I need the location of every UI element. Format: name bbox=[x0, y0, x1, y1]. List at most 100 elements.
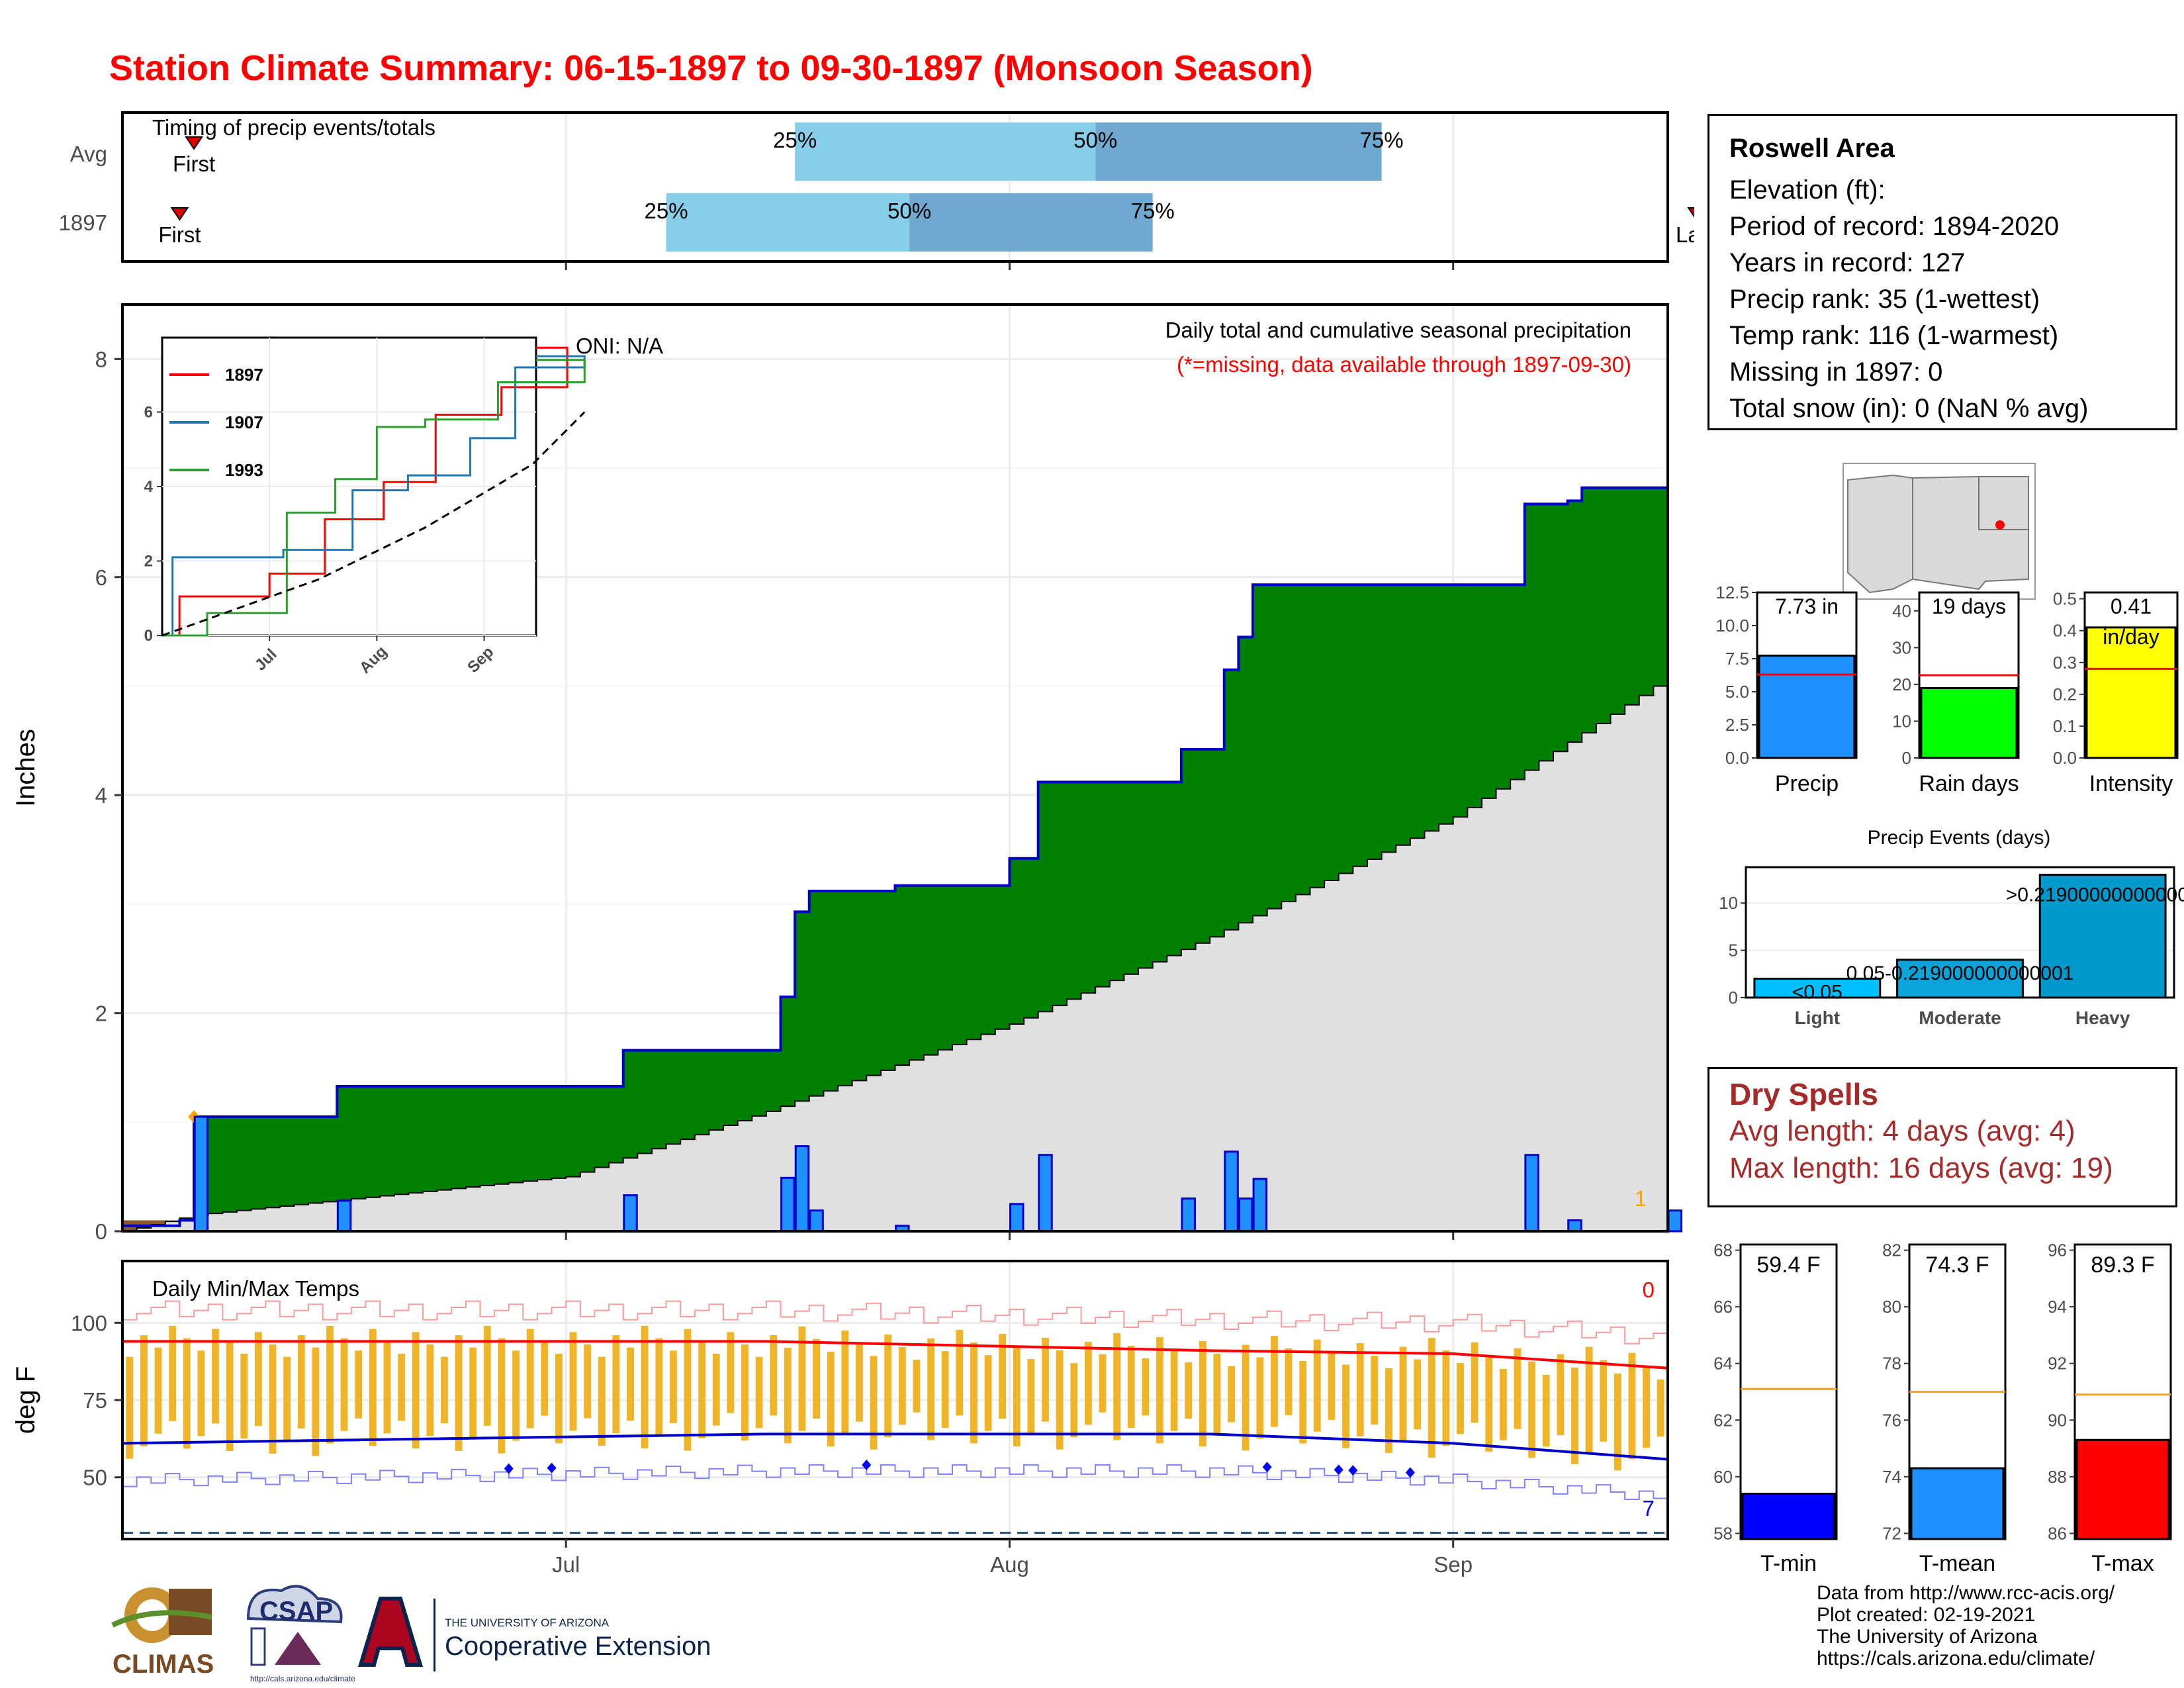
daily-temp-bar bbox=[627, 1347, 634, 1421]
mini-bar-y-tick-label: 5.0 bbox=[1725, 682, 1749, 702]
daily-temp-bar bbox=[1485, 1355, 1493, 1452]
climatology-cumulative-area bbox=[122, 677, 1668, 1232]
mini-bar-value-precip: 7.73 in bbox=[1775, 594, 1839, 618]
events-bar-light bbox=[1753, 977, 1882, 999]
daily-temp-bar bbox=[369, 1329, 377, 1446]
inset-line-avg bbox=[161, 411, 586, 637]
daily-temp-bar bbox=[1571, 1367, 1578, 1464]
mini-bar-y-tick-label: 0.0 bbox=[2053, 748, 2077, 768]
mini-bar-y-tick-label: 0.2 bbox=[2053, 684, 2077, 704]
daily-temp-bar bbox=[1299, 1360, 1307, 1444]
temp-bar-y-tick-label: 68 bbox=[1713, 1241, 1733, 1260]
timing-q2-bar bbox=[1095, 122, 1382, 181]
daily-temp-bar bbox=[1514, 1348, 1522, 1429]
record-low-marker bbox=[504, 1463, 514, 1474]
station-name: Roswell Area bbox=[1729, 134, 1895, 163]
daily-temp-bar bbox=[884, 1334, 892, 1437]
daily-temp-bar bbox=[870, 1356, 878, 1450]
timing-q2-bar bbox=[909, 193, 1153, 252]
events-y-tick-label: 10 bbox=[1719, 893, 1738, 913]
temp-bar-tmax bbox=[2075, 1438, 2170, 1540]
timing-p50-label: 50% bbox=[1073, 128, 1117, 152]
temp-y-tick-label: 50 bbox=[83, 1466, 107, 1490]
locator-map bbox=[1843, 463, 2036, 600]
daily-temp-bar bbox=[1099, 1354, 1107, 1413]
inset-legend-label: 1907 bbox=[225, 412, 263, 432]
temp-bar-value-tmean: 74.3 F bbox=[1925, 1252, 1989, 1278]
daily-precip-bar bbox=[1009, 1203, 1024, 1233]
temp-panel: 50 75 100 Daily Min/Max Temps 0 7 deg F Ju… bbox=[11, 1260, 1669, 1577]
record-low-line bbox=[122, 1464, 1668, 1500]
precip-panel: 0 2 4 6 8 Inches ONI: N/A Daily total and cu… bbox=[11, 303, 1683, 1244]
daily-temp-bar bbox=[1127, 1345, 1135, 1428]
precip-header: Daily total and cumulative seasonal prec… bbox=[1165, 318, 1631, 342]
daily-temp-bar bbox=[598, 1356, 606, 1446]
temp-content bbox=[122, 1300, 1668, 1534]
daily-precip-bar bbox=[1567, 1219, 1582, 1233]
daily-temp-bar bbox=[1228, 1366, 1235, 1423]
daily-temp-bar bbox=[698, 1341, 706, 1438]
dry-spells-heading: Dry Spells bbox=[1729, 1077, 1878, 1111]
daily-temp-bar bbox=[1056, 1350, 1064, 1450]
timing-last-marker bbox=[1687, 207, 1694, 218]
daily-temp-bar bbox=[1657, 1379, 1664, 1437]
info-elevation: Elevation (ft): bbox=[1729, 175, 1886, 205]
temp-bar-y-tick-label: 64 bbox=[1713, 1354, 1733, 1374]
daily-precip-bar bbox=[1524, 1154, 1539, 1233]
daily-precip-bar bbox=[1181, 1197, 1196, 1233]
daily-temp-bar bbox=[154, 1347, 162, 1434]
daily-precip-bar bbox=[336, 1199, 352, 1233]
mini-bar-label-precip: Precip bbox=[1775, 771, 1839, 796]
daily-temp-bar bbox=[254, 1332, 262, 1427]
daily-temp-bar bbox=[1528, 1361, 1536, 1458]
daily-temp-bar bbox=[526, 1329, 534, 1429]
inset-legend-label: 1897 bbox=[225, 365, 263, 385]
cold-count: 7 bbox=[1643, 1496, 1655, 1521]
precip-y-tick-label: 8 bbox=[95, 347, 107, 371]
daily-temp-bar bbox=[1499, 1369, 1507, 1440]
daily-temp-bar bbox=[1585, 1346, 1593, 1453]
events-bar-label-heavy: >0.219000000000000 bbox=[2006, 884, 2184, 906]
avg-min-temp-line bbox=[122, 1432, 1668, 1461]
timing-first-marker bbox=[170, 207, 189, 221]
mini-bar-y-tick-label: 20 bbox=[1892, 675, 1911, 694]
timing-last-label: Last bbox=[1676, 222, 1694, 247]
daily-temp-bar bbox=[541, 1341, 549, 1416]
daily-precip-bar bbox=[1252, 1178, 1268, 1233]
events-bar-label-moderate: 0.05-0.219000000000001 bbox=[1846, 962, 2074, 984]
timing-panel: 25%50%75%FirstLast25%50%75%FirstLast Tim… bbox=[59, 111, 1694, 270]
mini-bar-y-tick-label: 0.3 bbox=[2053, 653, 2077, 673]
temp-bar-y-tick-label: 94 bbox=[2048, 1297, 2067, 1317]
record-high-line bbox=[122, 1300, 1668, 1344]
daily-temp-bar bbox=[827, 1352, 835, 1446]
daily-precip-bar bbox=[623, 1194, 638, 1233]
daily-temp-bar bbox=[956, 1329, 964, 1416]
mini-bar-unit-intensity: in/day bbox=[2103, 625, 2159, 649]
inset-line-1907 bbox=[162, 355, 586, 637]
csap-text: CSAP bbox=[259, 1597, 333, 1626]
daily-temp-bar bbox=[1185, 1362, 1193, 1419]
record-low-marker bbox=[1405, 1467, 1415, 1478]
temp-bar-y-tick-label: 92 bbox=[2048, 1354, 2067, 1374]
daily-temp-bar bbox=[612, 1335, 620, 1434]
daily-temp-bar bbox=[1271, 1336, 1278, 1427]
daily-temp-bar bbox=[312, 1347, 320, 1456]
station-location-marker bbox=[1995, 520, 2005, 530]
logos: CLIMAS CSAP http://cals.arizona.edu/clim… bbox=[111, 1585, 711, 1683]
temp-bar-y-tick-label: 80 bbox=[1882, 1297, 1901, 1317]
credit-university: The University of Arizona bbox=[1817, 1626, 2038, 1648]
daily-temp-bar bbox=[1027, 1359, 1035, 1434]
daily-temp-bar bbox=[498, 1338, 506, 1454]
temp-bar-y-tick-label: 72 bbox=[1882, 1523, 1901, 1543]
temp-x-tick-label: Jul bbox=[552, 1552, 580, 1577]
daily-temp-bar bbox=[1256, 1357, 1264, 1439]
temp-bar-value-tmin: 59.4 F bbox=[1756, 1252, 1820, 1278]
daily-temp-bar bbox=[269, 1344, 277, 1454]
daily-temp-bar bbox=[355, 1350, 363, 1419]
credit-data-source: Data from http://www.rcc-acis.org/ bbox=[1817, 1582, 2115, 1604]
dry-avg-length: Avg length: 4 days (avg: 4) bbox=[1729, 1115, 2075, 1147]
temp-bar-label-tmax: T-max bbox=[2091, 1551, 2154, 1576]
daily-temp-bar bbox=[1399, 1346, 1407, 1442]
mini-bar-y-tick-label: 0.5 bbox=[2053, 589, 2077, 609]
daily-precip-bar bbox=[1667, 1209, 1683, 1233]
